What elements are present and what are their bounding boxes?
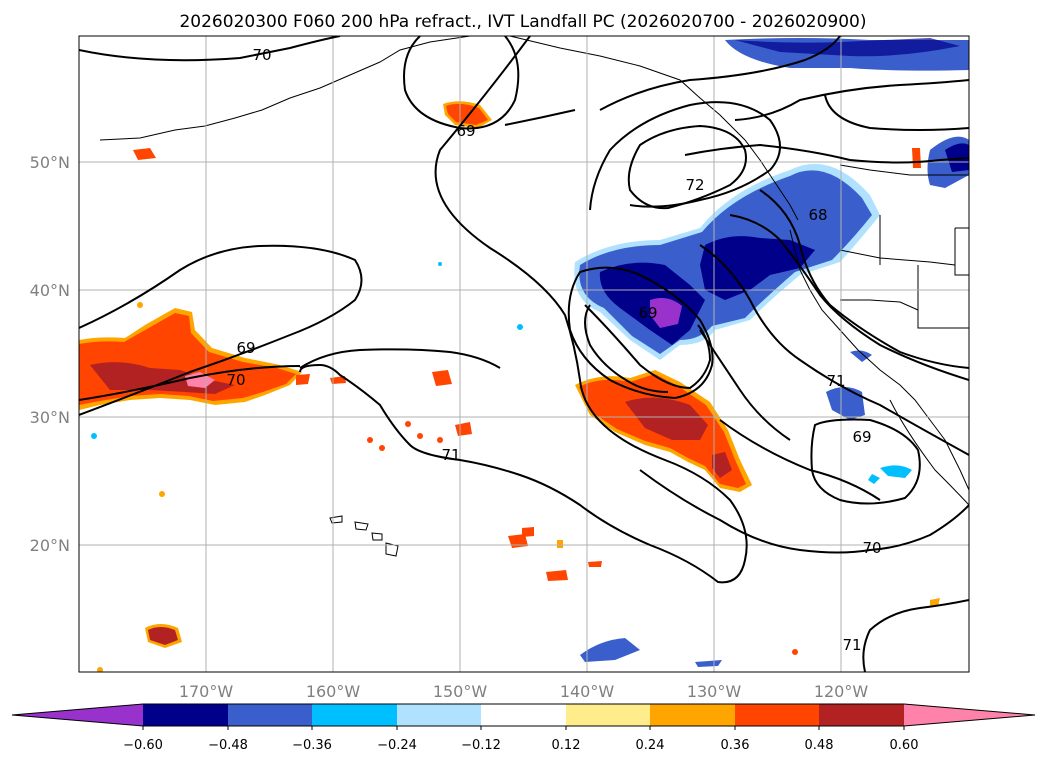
positive-anomaly-fields [79, 101, 940, 672]
colorbar: −0.60 −0.48 −0.36 −0.24 −0.12 0.12 0.24 … [11, 703, 1036, 753]
lat-label: 40°N [30, 281, 70, 300]
colorbar-segment [397, 704, 481, 726]
contour-label-group: 70 69 72 69 70 71 69 71 69 70 71 68 [226, 46, 881, 654]
lat-label: 20°N [30, 536, 70, 555]
colorbar-tick-label: 0.36 [721, 738, 750, 753]
contour-label: 69 [236, 339, 255, 357]
colorbar-tick-label: −0.36 [292, 738, 332, 753]
colorbar-segment [481, 704, 566, 726]
lon-label: 150°W [433, 682, 488, 701]
lon-label: 140°W [560, 682, 615, 701]
map-panel: 70 69 72 69 70 71 69 71 69 70 71 68 [78, 35, 970, 673]
colorbar-tick-label: −0.12 [461, 738, 501, 753]
contour-label: 68 [808, 206, 827, 224]
contour-label: 72 [685, 176, 704, 194]
colorbar-tick-label: 0.12 [552, 738, 581, 753]
negative-anomaly-fields [91, 38, 969, 667]
colorbar-segment [312, 704, 397, 726]
lat-label: 50°N [30, 153, 70, 172]
map-title: 2026020300 F060 200 hPa refract., IVT La… [179, 12, 866, 32]
lon-label: 170°W [179, 682, 234, 701]
colorbar-tick-labels: −0.60 −0.48 −0.36 −0.24 −0.12 0.12 0.24 … [123, 738, 918, 753]
contour-label: 70 [226, 371, 245, 389]
colorbar-segment [650, 704, 735, 726]
lon-label: 130°W [687, 682, 742, 701]
contour-label: 70 [862, 539, 881, 557]
lat-label: 30°N [30, 408, 70, 427]
colorbar-segment [735, 704, 819, 726]
contour-label: 69 [638, 304, 657, 322]
colorbar-segment [819, 704, 904, 726]
colorbar-tick-label: 0.60 [890, 738, 919, 753]
contour-label: 71 [826, 372, 845, 390]
colorbar-segment [228, 704, 312, 726]
graticule [79, 36, 969, 672]
longitude-labels: 170°W 160°W 150°W 140°W 130°W 120°W [179, 682, 869, 701]
latitude-labels: 50°N 40°N 30°N 20°N [30, 153, 70, 555]
contour-label: 71 [842, 636, 861, 654]
colorbar-tick-label: 0.24 [636, 738, 665, 753]
colorbar-tick-label: 0.48 [805, 738, 834, 753]
contour-label: 69 [456, 122, 475, 140]
contour-label: 69 [852, 428, 871, 446]
colorbar-ticks [142, 726, 905, 730]
colorbar-extend-max [904, 704, 1035, 726]
colorbar-segment [566, 704, 650, 726]
colorbar-tick-label: −0.60 [123, 738, 163, 753]
colorbar-tick-label: −0.24 [377, 738, 417, 753]
colorbar-tick-label: −0.48 [208, 738, 248, 753]
colorbar-segment [143, 704, 228, 726]
contour-label: 70 [252, 46, 271, 64]
lon-label: 120°W [814, 682, 869, 701]
lon-label: 160°W [306, 682, 361, 701]
contour-label: 71 [441, 446, 460, 464]
colorbar-extend-min [12, 704, 143, 726]
refractivity-contours [79, 36, 969, 672]
